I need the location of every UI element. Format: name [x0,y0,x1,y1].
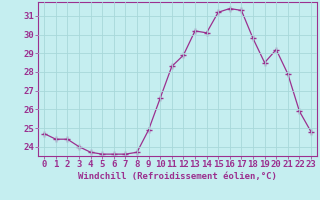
X-axis label: Windchill (Refroidissement éolien,°C): Windchill (Refroidissement éolien,°C) [78,172,277,181]
